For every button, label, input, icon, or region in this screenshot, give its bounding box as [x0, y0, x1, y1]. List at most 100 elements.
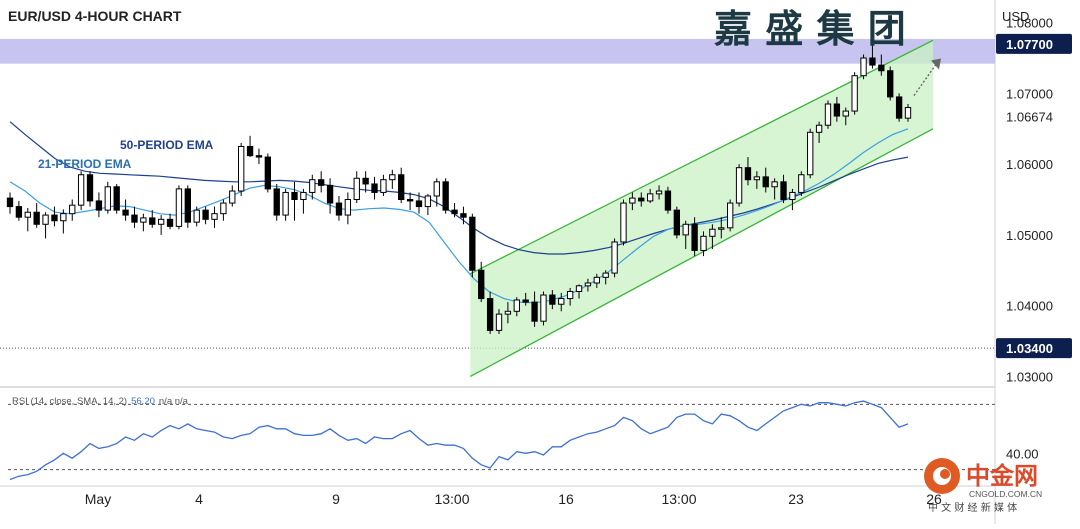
candle: [42, 212, 49, 239]
candle: [380, 174, 387, 196]
candle-body-up: [566, 290, 574, 300]
candle: [540, 291, 547, 326]
candle-body-down: [887, 70, 894, 98]
projection-arrowhead: [931, 58, 941, 70]
candle: [104, 181, 111, 214]
candle-body-down: [833, 103, 841, 117]
candle: [433, 178, 440, 207]
candle-body-up: [771, 181, 778, 188]
candle-body-up: [77, 174, 85, 206]
candle: [131, 206, 138, 228]
candle-body-down: [291, 191, 298, 201]
candle-body-up: [309, 179, 316, 193]
candle-body-down: [166, 218, 174, 227]
candle: [718, 217, 725, 239]
candle-body-down: [95, 200, 103, 211]
candle: [398, 167, 405, 204]
candle: [15, 200, 23, 221]
candle-body-down: [549, 294, 556, 305]
candle-body-down: [460, 213, 467, 218]
price-tag-bg: [996, 33, 1072, 54]
candle-body-up: [620, 202, 627, 243]
candle: [371, 176, 378, 200]
candle-body-up: [709, 228, 716, 237]
candle-body-up: [380, 179, 387, 193]
channel-lower-line: [470, 128, 934, 377]
logo-slogan-text: 中 文 财 经 新 媒 体: [928, 501, 1017, 514]
ema50-label: 50-PERIOD EMA: [120, 138, 214, 152]
candle-body-up: [584, 282, 592, 287]
price-tick-label: 1.06674: [1006, 109, 1053, 124]
candle-body-up: [220, 202, 227, 215]
candle-body-down: [478, 269, 485, 300]
price-tag-bg: [996, 338, 1072, 359]
price-tags: 1.07700 1.03400: [996, 33, 1072, 359]
candle-body-down: [762, 176, 769, 188]
candle: [700, 231, 707, 257]
candle: [362, 171, 369, 193]
candle: [682, 220, 689, 250]
time-tick-label: 23: [788, 491, 804, 507]
ema21-label: 21-PERIOD EMA: [38, 157, 132, 171]
candle-body-up: [211, 213, 218, 220]
candle-body-up: [104, 186, 111, 211]
candle: [629, 192, 636, 211]
candle-body-down: [415, 200, 423, 208]
candle-body-up: [815, 124, 823, 133]
projection-arrow: [913, 61, 939, 96]
candle-body-down: [33, 211, 40, 225]
candle: [220, 199, 227, 221]
candle: [815, 121, 823, 143]
candle-body-down: [15, 206, 23, 218]
candle: [753, 171, 761, 189]
candle-body-down: [326, 184, 334, 204]
candle: [291, 181, 298, 221]
rsi-legend-value: 56.20: [131, 396, 155, 407]
candle-body-up: [904, 107, 912, 119]
chart-title: EUR/USD 4-HOUR CHART: [8, 8, 182, 24]
candle: [460, 206, 467, 225]
candle: [895, 93, 903, 122]
time-tick-label: May: [85, 491, 111, 507]
candle-body-up: [727, 202, 734, 229]
candle: [851, 72, 858, 115]
candle: [762, 167, 769, 193]
candle-body-up: [238, 145, 245, 192]
candle: [406, 192, 414, 211]
candle-body-up: [558, 298, 565, 305]
candle: [300, 188, 307, 214]
candle: [51, 206, 58, 227]
candle: [202, 206, 209, 225]
candle-body-down: [362, 177, 369, 185]
candle: [602, 270, 609, 285]
candle: [335, 195, 343, 221]
candle: [495, 309, 503, 334]
candle: [860, 54, 867, 80]
candle-body-down: [149, 217, 156, 225]
candle: [229, 185, 236, 207]
candle-body-up: [513, 299, 520, 312]
candle-body-up: [175, 188, 183, 227]
candle-body-down: [664, 190, 672, 211]
candle: [646, 188, 654, 204]
candle: [486, 291, 494, 334]
candle: [255, 148, 263, 165]
candle: [842, 107, 849, 126]
candle: [558, 292, 565, 312]
candle: [149, 210, 156, 228]
rsi-axis-ticks: 40.00: [1006, 446, 1039, 461]
candle: [415, 192, 423, 214]
candle: [264, 153, 272, 193]
candle: [833, 96, 841, 122]
price-tick-label: 1.06000: [1006, 157, 1053, 172]
candle: [638, 192, 645, 207]
candle-body-up: [60, 213, 67, 222]
candle: [246, 135, 254, 158]
candle-body-down: [371, 183, 378, 193]
candle-body-down: [451, 209, 458, 215]
candle-body-up: [282, 191, 289, 216]
candle-body-up: [753, 176, 761, 181]
candle: [887, 66, 894, 101]
